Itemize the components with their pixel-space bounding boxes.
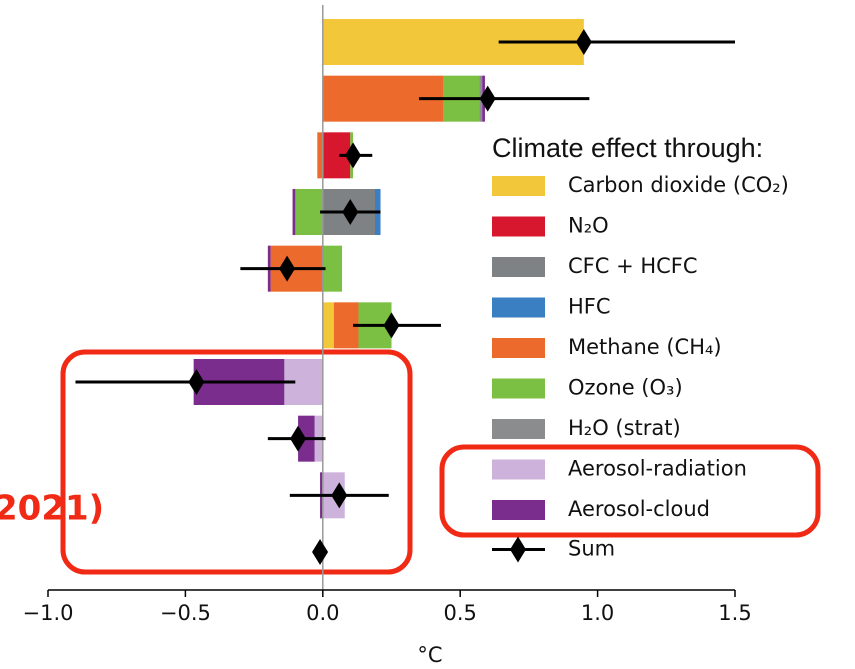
legend-swatch [492, 459, 545, 480]
sum-marker [331, 482, 348, 509]
sum-marker [279, 255, 296, 282]
legend-title: Climate effect through: [492, 133, 763, 163]
x-tick-label: 1.0 [581, 601, 614, 625]
x-tick-label: −1.0 [23, 601, 74, 625]
x-tick-label: 0.5 [443, 601, 476, 625]
legend-swatch [492, 419, 545, 439]
legend-label: Sum [568, 537, 615, 561]
bar-segment [292, 189, 296, 235]
sum-marker [290, 425, 307, 452]
x-axis-label: °C [417, 643, 442, 667]
sum-marker [312, 539, 329, 565]
sum-marker [342, 199, 359, 225]
legend-label: N₂O [568, 214, 609, 238]
legend-label: Aerosol-radiation [568, 457, 747, 481]
legend-swatch [492, 500, 545, 520]
legend-label: H₂O (strat) [568, 416, 681, 440]
legend-swatch [492, 176, 545, 196]
legend-swatch [492, 257, 545, 277]
x-tick-label: 0.0 [306, 601, 339, 625]
sum-marker [188, 369, 205, 395]
sum-marker [575, 29, 592, 55]
legend-swatch [492, 297, 545, 318]
sum-marker [479, 85, 496, 112]
legend-label: Ozone (O₃) [568, 376, 683, 400]
sum-marker [345, 142, 362, 169]
annotation: 2021) [0, 489, 104, 529]
bar-segment [322, 245, 343, 292]
legend-swatch [492, 378, 545, 399]
legend-swatch [492, 338, 545, 358]
sum-marker [383, 312, 400, 339]
highlight-box [60, 349, 413, 575]
legend-label: Aerosol-cloud [568, 497, 710, 521]
x-tick-label: 1.5 [718, 601, 751, 625]
legend-sum-marker [510, 536, 526, 563]
legend-label: CFC + HCFC [568, 254, 698, 278]
bar-segment [317, 132, 323, 179]
legend-label: Methane (CH₄) [568, 335, 722, 359]
x-tick-label: −0.5 [160, 601, 211, 625]
bar-segment [322, 302, 334, 349]
legend-label: Carbon dioxide (CO₂) [568, 173, 789, 197]
bar-segment [295, 189, 323, 235]
highlight-box [439, 444, 821, 538]
legend-label: HFC [568, 295, 611, 319]
legend-swatch [492, 216, 545, 237]
